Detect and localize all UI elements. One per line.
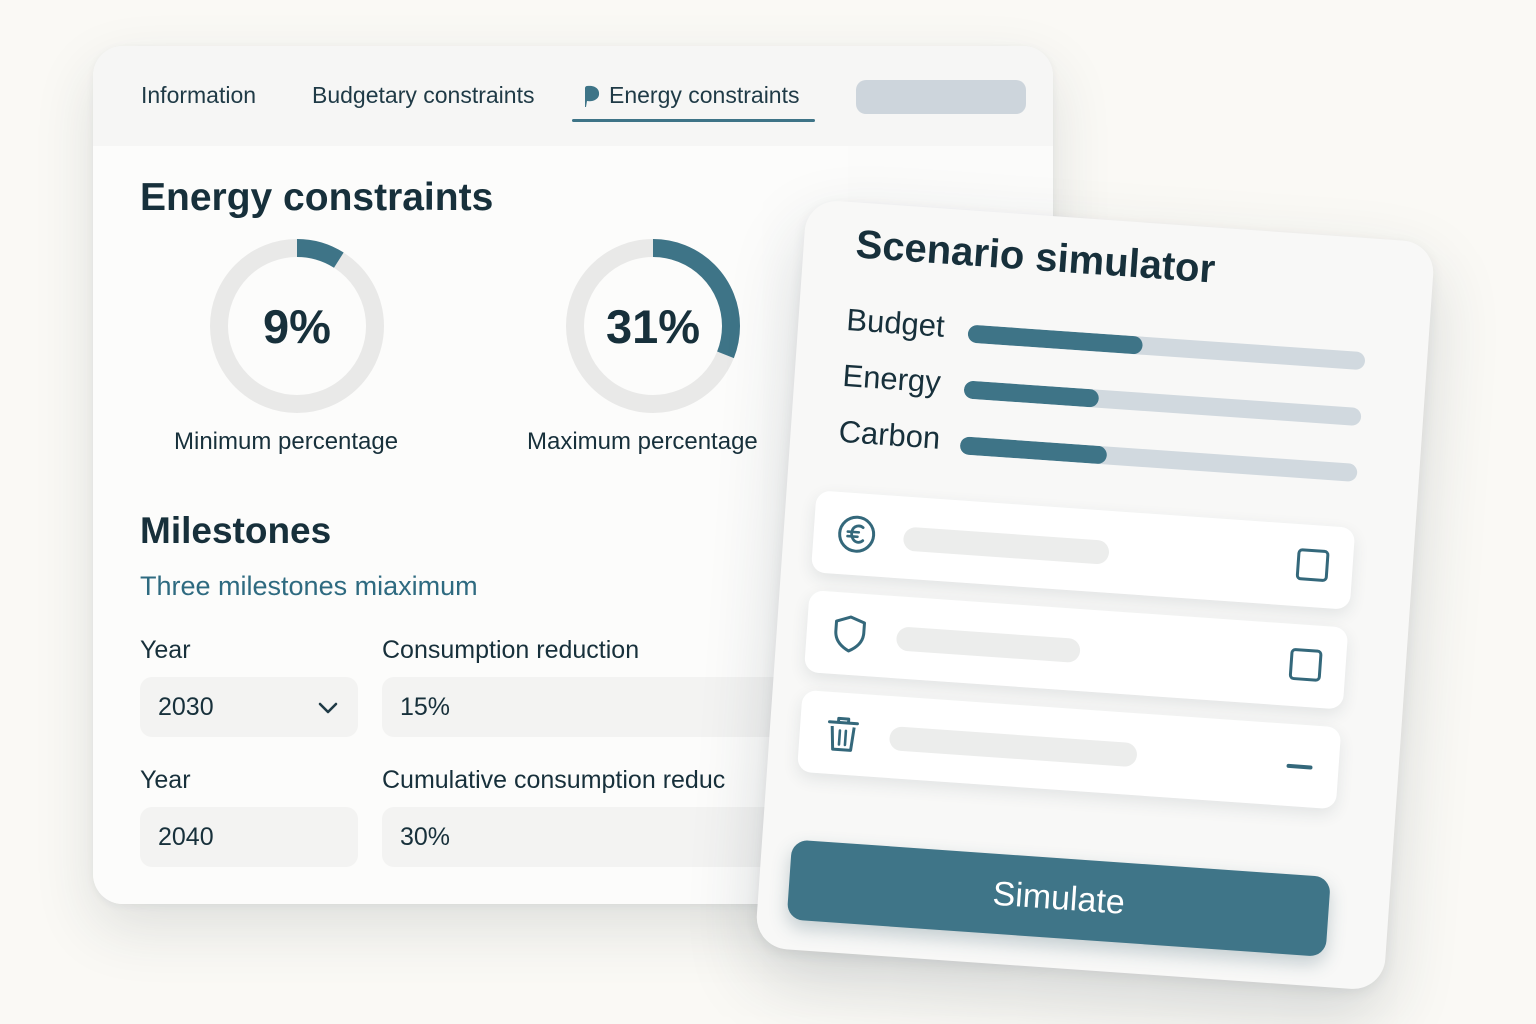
milestones-subtitle: Three milestones miaximum [140, 571, 478, 601]
option-indeterminate-toggle[interactable] [1286, 763, 1313, 770]
tab-information[interactable]: Information [141, 82, 257, 108]
option-row-trash[interactable] [796, 689, 1342, 810]
minimum-percentage-value: 9% [263, 299, 331, 353]
year-select-value: 2030 [158, 692, 214, 721]
option-checkbox[interactable] [1295, 548, 1330, 583]
year-input-2040[interactable]: 2040 [140, 807, 358, 867]
budget-label: Budget [845, 302, 946, 344]
year-input-value: 2040 [158, 822, 214, 851]
consumption-reduction-value: 15% [400, 692, 451, 721]
active-tab-indicator [572, 119, 815, 122]
trash-icon [828, 716, 859, 752]
budget-slider[interactable] [967, 324, 1366, 371]
euro-icon [838, 515, 876, 553]
option-text-placeholder [888, 726, 1138, 768]
energy-slider[interactable] [963, 380, 1362, 427]
year-label: Year [140, 636, 191, 664]
scenario-simulator-card: Scenario simulator Budget Energy Carbon [754, 198, 1436, 992]
tab-energy-label: Energy constraints [609, 82, 800, 108]
option-text-placeholder [895, 626, 1081, 664]
minimum-percentage-label: Minimum percentage [174, 428, 399, 455]
energy-label: Energy [841, 357, 942, 400]
option-checkbox[interactable] [1288, 647, 1323, 682]
year-label: Year [140, 766, 191, 794]
option-row-shield[interactable] [803, 590, 1349, 710]
milestones-title: Milestones [140, 510, 332, 551]
donut-arc [210, 239, 384, 413]
tab-placeholder-pill[interactable] [856, 80, 1026, 114]
energy-constraints-panel: Energy constraints 9% Minimum percentage… [93, 146, 848, 904]
carbon-slider-fill [959, 436, 1108, 465]
budget-slider-fill [967, 324, 1144, 355]
tab-energy-constraints[interactable]: Energy constraints [583, 82, 799, 109]
year-select-2030[interactable]: 2030 [140, 677, 358, 737]
option-row-euro[interactable] [810, 490, 1356, 610]
maximum-percentage-value: 31% [605, 299, 701, 353]
carbon-slider[interactable] [959, 436, 1358, 482]
chevron-down-icon [318, 702, 338, 714]
energy-slider-fill [963, 380, 1100, 408]
option-text-placeholder [902, 526, 1110, 565]
speech-bubble-icon [585, 85, 600, 107]
tab-bar: Information Budgetary constraints Energy… [93, 46, 1053, 146]
shield-icon [834, 615, 866, 653]
consumption-reduction-label: Consumption reduction [382, 636, 640, 664]
simulator-title: Scenario simulator [854, 222, 1217, 292]
maximum-donut-chart [566, 239, 740, 413]
tab-budgetary-constraints[interactable]: Budgetary constraints [312, 82, 535, 108]
maximum-percentage-label: Maximum percentage [527, 428, 758, 455]
section-title: Energy constraints [140, 176, 494, 219]
carbon-label: Carbon [837, 413, 942, 456]
simulate-button[interactable]: Simulate [786, 839, 1331, 957]
minimum-percentage-donut: 9% [207, 236, 387, 416]
energy-constraints-card: Information Budgetary constraints Energy… [93, 46, 1053, 904]
cumulative-consumption-reduction-value: 30% [400, 822, 451, 851]
minimum-donut-chart [210, 239, 384, 413]
cumulative-consumption-reduction-label: Cumulative consumption reduc [382, 766, 726, 794]
donut-arc [566, 239, 740, 413]
maximum-percentage-donut: 31% [563, 236, 743, 416]
